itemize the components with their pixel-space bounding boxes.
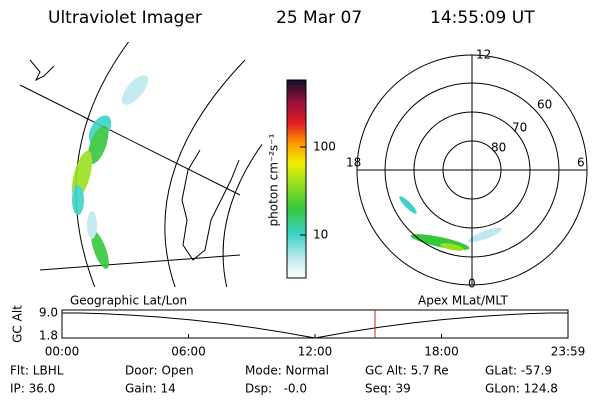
x-tick-label: 00:00 [45, 345, 80, 359]
colorbar-tick-label: 100 [313, 140, 336, 154]
mlt-label: 12 [476, 48, 491, 62]
status-field: Flt: LBHL [10, 364, 64, 378]
y-label: GC Alt [11, 305, 25, 343]
status-field: Mode: Normal [245, 364, 329, 378]
status-field: GC Alt: 5.7 Re [365, 364, 449, 378]
mlt-label: 18 [346, 156, 361, 170]
x-tick-label: 06:00 [171, 345, 206, 359]
date: 25 Mar 07 [276, 8, 362, 28]
x-tick-label: 23:59 [551, 345, 586, 359]
title: Ultraviolet Imager [48, 8, 202, 28]
panel-label: Apex MLat/MLT [418, 294, 508, 308]
y-tick-label: 9.0 [39, 306, 58, 320]
status-field: Dsp: -0.0 [245, 382, 307, 396]
colorbar-unit: photon cm⁻²s⁻¹ [267, 133, 281, 226]
status-field: Seq: 39 [365, 382, 411, 396]
altitude-frame [61, 309, 569, 339]
x-tick-label: 18:00 [424, 345, 459, 359]
geographic-image [19, 42, 262, 287]
x-tick-label: 12:00 [298, 345, 333, 359]
colorbar-tick-label: 10 [313, 228, 328, 242]
status-field: Door: Open [125, 364, 194, 378]
mlat-label: 80 [491, 141, 506, 155]
mlt-label: 0 [468, 277, 476, 291]
panel-label: Geographic Lat/Lon [70, 294, 187, 308]
colorbar [286, 79, 307, 279]
y-tick-label: 1.8 [39, 329, 58, 343]
mlat-label: 60 [537, 98, 552, 112]
mlt-label: 6 [577, 156, 585, 170]
status-field: GLon: 124.8 [485, 382, 558, 396]
status-field: GLat: -57.9 [485, 364, 552, 378]
polar-grid [356, 54, 588, 286]
status-field: Gain: 14 [125, 382, 176, 396]
status-field: IP: 36.0 [10, 382, 55, 396]
mlat-label: 70 [512, 121, 527, 135]
time: 14:55:09 UT [430, 8, 535, 28]
